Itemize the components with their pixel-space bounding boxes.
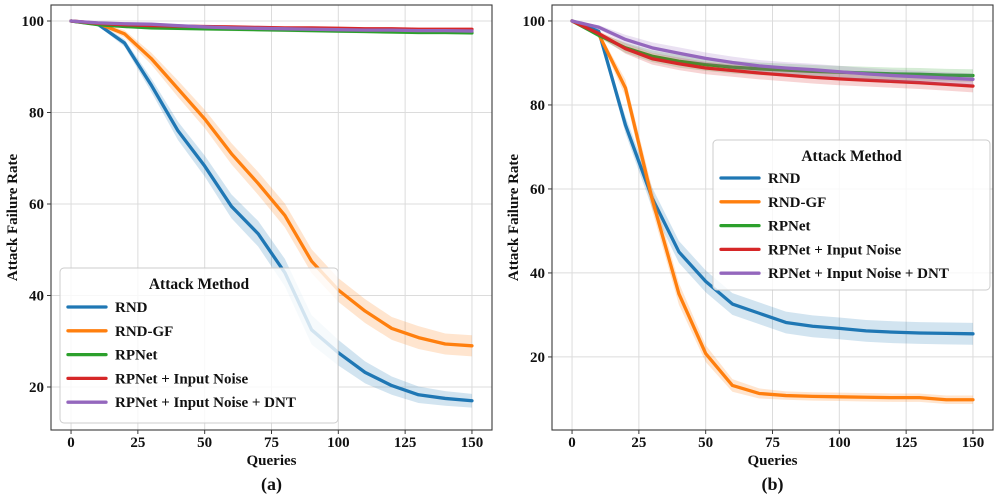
confidence-band-rnd-gf <box>71 21 472 357</box>
x-tick-label: 50 <box>698 435 713 451</box>
x-tick-label: 150 <box>461 435 484 451</box>
series-line-rnd-gf <box>570 19 975 402</box>
x-axis-label: Queries <box>748 453 798 469</box>
x-tick-label: 50 <box>197 435 212 451</box>
legend-label: RPNet <box>115 348 157 364</box>
legend-entry-rpnet-input-noise-dnt: RPNet + Input Noise + DNT <box>66 395 296 411</box>
legend-label: RPNet + Input Noise + DNT <box>115 395 296 411</box>
x-tick-label: 125 <box>895 435 918 451</box>
legend-entry-rpnet-input-noise: RPNet + Input Noise <box>719 242 901 258</box>
y-tick-label: 40 <box>530 266 545 282</box>
x-axis: 0 25 50 75 100 125 150 <box>67 430 483 451</box>
y-axis-label: Attack Failure Rate <box>5 154 21 282</box>
legend-label: RND-GF <box>115 324 173 340</box>
panel-caption: (b) <box>762 474 784 495</box>
y-tick-label: 20 <box>530 350 545 366</box>
series-line-rpnet-input-noise-dnt <box>570 19 975 81</box>
legend-label: RPNet + Input Noise <box>768 242 901 258</box>
legend-title: Attack Method <box>801 148 902 165</box>
y-tick-label: 60 <box>29 197 44 213</box>
y-axis-label: Attack Failure Rate <box>506 154 522 282</box>
legend-entry-rnd-gf: RND-GF <box>66 324 173 340</box>
legend-entry-rpnet: RPNet <box>719 219 810 235</box>
legend-label: RND <box>768 171 801 187</box>
legend-entry-rnd: RND <box>66 300 148 316</box>
y-tick-label: 20 <box>29 380 44 396</box>
series-line-rnd <box>69 19 474 403</box>
y-tick-label: 100 <box>523 14 546 30</box>
x-tick-label: 150 <box>962 435 985 451</box>
legend-label: RPNet + Input Noise + DNT <box>768 266 949 282</box>
x-tick-label: 0 <box>568 435 576 451</box>
series-line-rnd <box>570 19 975 336</box>
legend-label: RPNet + Input Noise <box>115 371 248 387</box>
y-tick-label: 60 <box>530 182 545 198</box>
y-tick-label: 80 <box>29 106 44 122</box>
x-tick-label: 125 <box>394 435 417 451</box>
panel-b: 0 25 50 75 100 125 150 20 40 60 80 100 Queries Attack… <box>506 4 994 495</box>
x-tick-label: 75 <box>765 435 780 451</box>
panel-a: 0 25 50 75 100 125 150 20 40 60 80 100 Queries Attack… <box>5 4 493 495</box>
x-tick-label: 25 <box>631 435 646 451</box>
confidence-band-rpnet-input-noise-dnt <box>572 20 973 86</box>
series-group <box>69 19 474 408</box>
x-axis: 0 25 50 75 100 125 150 <box>568 430 984 451</box>
series-line-rpnet-input-noise <box>570 19 975 88</box>
legend-entry-rpnet-input-noise-dnt: RPNet + Input Noise + DNT <box>719 266 949 282</box>
legend-title: Attack Method <box>149 276 250 293</box>
legend-label: RND-GF <box>768 195 826 211</box>
legend-label: RPNet <box>768 219 810 235</box>
y-tick-label: 100 <box>22 14 45 30</box>
series-line-rnd-gf <box>69 19 474 348</box>
legend-entry-rpnet: RPNet <box>66 348 157 364</box>
legend-entry-rnd-gf: RND-GF <box>719 195 826 211</box>
legend-entry-rnd: RND <box>719 171 801 187</box>
y-tick-label: 80 <box>530 98 545 114</box>
x-tick-label: 0 <box>67 435 75 451</box>
series-line-rpnet-input-noise-dnt <box>69 19 474 33</box>
y-axis: 20 40 60 80 100 <box>523 14 552 366</box>
x-tick-label: 100 <box>327 435 350 451</box>
legend-entry-rpnet-input-noise: RPNet + Input Noise <box>66 371 248 387</box>
x-tick-label: 75 <box>264 435 279 451</box>
legend-label: RND <box>115 300 148 316</box>
x-tick-label: 25 <box>130 435 145 451</box>
x-axis-label: Queries <box>247 453 297 469</box>
legend-box <box>59 267 339 424</box>
y-axis: 20 40 60 80 100 <box>22 14 51 396</box>
panel-caption: (a) <box>261 474 282 495</box>
series-group <box>570 19 975 404</box>
y-tick-label: 40 <box>29 289 44 305</box>
x-tick-label: 100 <box>828 435 851 451</box>
legend-box <box>712 139 991 291</box>
